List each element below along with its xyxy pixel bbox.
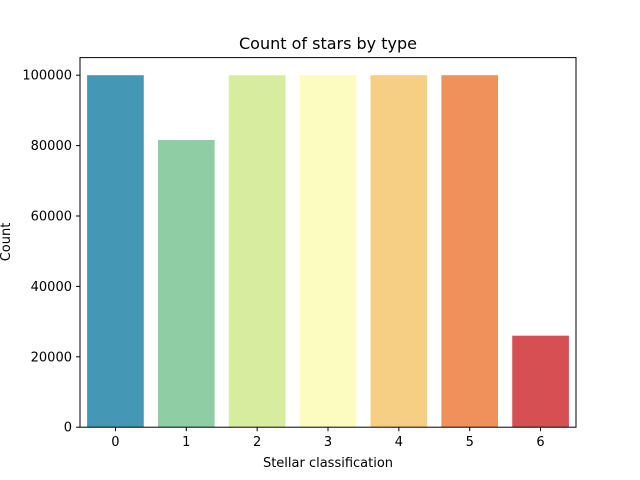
x-axis-ticks: 0 1 2 3 4 5 6: [111, 427, 545, 450]
x-tick-label: 6: [536, 435, 544, 450]
y-tick-label: 60000: [31, 210, 72, 225]
bar-1: [157, 139, 215, 428]
x-tick-label: 4: [395, 435, 403, 450]
plot-frame: [79, 57, 577, 428]
x-tick-label: 2: [253, 435, 261, 450]
chart-title: Count of stars by type: [239, 34, 417, 53]
y-axis-title: Count: [0, 223, 14, 262]
x-tick-label: 1: [182, 435, 190, 450]
y-tick-label: 0: [64, 421, 72, 436]
bar-2: [228, 75, 286, 428]
y-axis-ticks: 0 20000 40000 60000 80000 100000: [22, 69, 80, 436]
x-tick-label: 3: [324, 435, 332, 450]
bar-3: [299, 75, 357, 428]
y-tick-label: 40000: [31, 280, 72, 295]
y-tick-label: 80000: [31, 139, 72, 154]
bar-6: [512, 335, 569, 428]
bars-group: [87, 75, 569, 428]
x-tick-label: 5: [466, 435, 474, 450]
x-tick-label: 0: [111, 435, 119, 450]
bar-0: [87, 75, 144, 428]
y-tick-label: 100000: [22, 69, 72, 84]
x-axis-title: Stellar classification: [263, 456, 393, 471]
bar-5: [441, 75, 499, 428]
y-tick-label: 20000: [31, 350, 72, 365]
bar-4: [370, 75, 428, 428]
